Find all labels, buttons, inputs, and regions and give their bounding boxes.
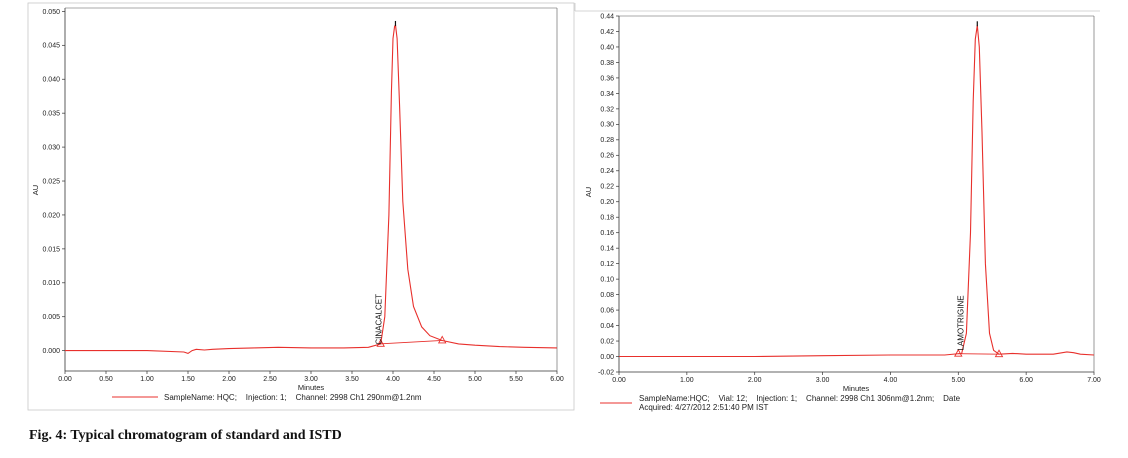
chart-1-series-line (65, 23, 558, 355)
chart-2-x-tick-label: 4.00 (884, 377, 898, 384)
chart-2-legend-text-line2: Acquired: 4/27/2012 2:51:40 PM IST (639, 403, 769, 412)
chart-lamotrigine: -0.020.000.020.040.060.080.100.120.140.1… (574, 3, 1101, 412)
chart-2-x-ticks: 0.00 1.00 2.00 3.00 4.00 5.00 6.00 7.00 (612, 372, 1101, 384)
chart-2-y-ticks: -0.02 0.00 0.02 0.04 0.06 0.08 0.10 0.12 0.14 0.1… (598, 13, 619, 376)
chart-1-peak-label: CINACALCET (374, 294, 383, 345)
chart-2-peak-end-marker (994, 349, 1004, 358)
chart-1-x-tick-label: 1.00 (140, 376, 154, 383)
chart-1-x-tick-label: 3.00 (304, 376, 318, 383)
chart-2-peak-label: LAMOTRIGINE (956, 295, 965, 350)
chart-1-y-tick-label: 0.035 (42, 111, 60, 118)
chart-1-y-tick-label: 0.025 (42, 178, 60, 185)
chart-2-x-tick-label: 2.00 (748, 377, 762, 384)
chart-1-y-tick-label: 0.040 (42, 77, 60, 84)
chart-1-y-tick-label: 0.050 (42, 9, 60, 16)
chart-2-y-tick-label: 0.32 (600, 106, 614, 113)
chart-2-y-tick-label: 0.20 (600, 199, 614, 206)
chart-2-x-tick-label: 3.00 (816, 377, 830, 384)
chart-1-x-ticks: 0.00 0.50 1.00 1.50 2.00 2.50 3.00 3.50 4.00 4.50… (58, 371, 564, 383)
chart-1-x-axis-title: Minutes (298, 383, 325, 392)
chart-1-panel-frame (27, 2, 575, 411)
chart-1-y-ticks: 0.000 0.005 0.010 0.015 0.020 0.025 0.030 0.035… (42, 9, 65, 355)
chart-1-y-axis-title: AU (31, 185, 40, 195)
chart-2-y-tick-label: 0.34 (600, 91, 614, 98)
chart-1-x-tick-label: 5.50 (509, 376, 523, 383)
chart-2-y-tick-label: 0.12 (600, 261, 614, 268)
chart-2-y-tick-label: 0.08 (600, 292, 614, 299)
chart-2-y-tick-label: 0.02 (600, 338, 614, 345)
chart-2-y-tick-label: 0.24 (600, 168, 614, 175)
chart-2-series-line (619, 25, 1095, 358)
chart-2-x-tick-label: 7.00 (1087, 377, 1101, 384)
chart-1-y-tick-label: 0.010 (42, 280, 60, 287)
chart-1-y-tick-label: 0.000 (42, 348, 60, 355)
chart-1-peak-end-marker (437, 335, 447, 344)
chart-2-y-tick-label: 0.06 (600, 307, 614, 314)
chart-1-x-tick-label: 1.50 (181, 376, 195, 383)
chart-1-x-tick-label: 4.00 (386, 376, 400, 383)
chart-1-x-tick-label: 2.00 (222, 376, 236, 383)
chart-2-y-tick-label: 0.18 (600, 215, 614, 222)
chart-1-y-tick-label: 0.015 (42, 246, 60, 253)
chart-2-x-tick-label: 6.00 (1019, 377, 1033, 384)
chart-2-y-tick-label: 0.28 (600, 137, 614, 144)
chart-cinacalcet: 0.000 0.005 0.010 0.015 0.020 0.025 0.030 0.035… (27, 2, 575, 411)
chart-1-integration-baseline (380, 340, 443, 345)
chart-1-x-tick-label: 0.50 (99, 376, 113, 383)
chart-2-y-tick-label: 0.10 (600, 277, 614, 284)
chart-2-y-tick-label: 0.04 (600, 323, 614, 330)
chart-2-y-tick-label: 0.36 (600, 75, 614, 82)
chart-2-y-tick-label: -0.02 (598, 369, 614, 376)
chart-2-y-tick-label: 0.42 (600, 29, 614, 36)
chart-1-x-tick-label: 0.00 (58, 376, 72, 383)
chart-1-x-tick-label: 5.00 (468, 376, 482, 383)
chart-2-y-tick-label: 0.26 (600, 153, 614, 160)
chart-2-y-tick-label: 0.00 (600, 354, 614, 361)
chart-2-y-tick-label: 0.16 (600, 230, 614, 237)
chart-2-y-tick-label: 0.22 (600, 184, 614, 191)
chart-2-x-tick-label: 0.00 (612, 377, 626, 384)
chart-2-x-tick-label: 5.00 (951, 377, 965, 384)
chart-2-y-tick-label: 0.14 (600, 246, 614, 253)
chart-1-peak-start-marker (376, 338, 385, 347)
chart-1-y-tick-label: 0.030 (42, 144, 60, 151)
chart-1-x-tick-label: 3.50 (345, 376, 359, 383)
chart-1-x-tick-label: 4.50 (427, 376, 441, 383)
chart-1-y-tick-label: 0.045 (42, 43, 60, 50)
chart-2-peak-start-marker (954, 348, 963, 357)
chart-2-y-tick-label: 0.38 (600, 60, 614, 67)
chart-1-y-tick-label: 0.020 (42, 212, 60, 219)
chart-1-legend-text: SampleName: HQC; Injection: 1; Channel: … (164, 393, 422, 402)
chart-2-y-tick-label: 0.44 (600, 13, 614, 20)
chart-1-x-tick-label: 6.00 (550, 376, 564, 383)
chart-2-y-tick-label: 0.40 (600, 44, 614, 51)
chart-1-x-tick-label: 2.50 (263, 376, 277, 383)
chart-2-x-axis-title: Minutes (843, 384, 870, 393)
chart-2-legend-text: SampleName:HQC; Vial: 12; Injection: 1; … (639, 394, 961, 403)
figure-caption: Fig. 4: Typical chromatogram of standard… (29, 428, 342, 443)
chart-1-y-tick-label: 0.005 (42, 314, 60, 321)
chart-2-y-axis-title: AU (584, 187, 593, 197)
chart-2-x-tick-label: 1.00 (680, 377, 694, 384)
chart-2-y-tick-label: 0.30 (600, 122, 614, 129)
